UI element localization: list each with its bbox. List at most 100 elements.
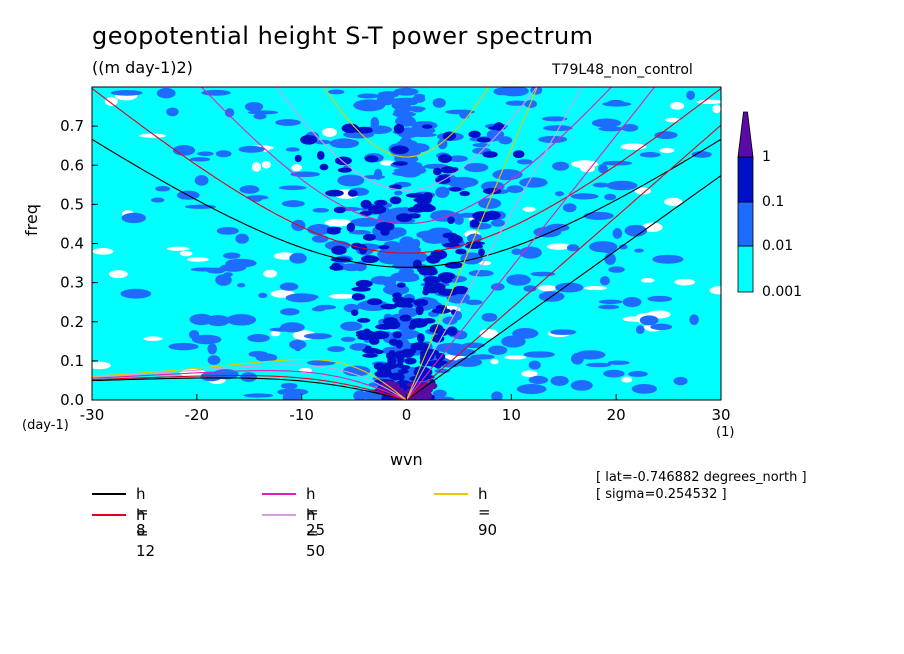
field-patch-0.01 <box>400 136 412 148</box>
field-patch-0.01 <box>453 215 464 225</box>
legend-label: h = 12 <box>136 506 156 560</box>
field-patch-0.1 <box>430 282 446 293</box>
field-patch-0.1 <box>415 305 424 316</box>
x-tick-label: 0 <box>402 406 412 424</box>
field-gap <box>665 117 681 123</box>
colorbar-segment-1 <box>737 201 754 247</box>
field-patch-0.1 <box>395 339 403 349</box>
kelvin-curve-h50 <box>406 87 583 400</box>
field-patch-0.01 <box>555 282 584 293</box>
x-axis-label: wvn <box>390 450 423 469</box>
field-patch-0.1 <box>362 233 377 241</box>
field-patch-0.01 <box>464 162 489 173</box>
field-gap <box>104 97 118 106</box>
field-patch-0.01 <box>121 212 147 224</box>
field-gap <box>712 104 721 114</box>
field-patch-0.01 <box>575 350 606 360</box>
field-patch-0.01 <box>602 160 633 166</box>
field-patch-0.1 <box>331 245 347 255</box>
legend-label: h = 25 <box>306 485 326 539</box>
field-patch-0.01 <box>437 138 448 150</box>
colorbar-label-0.001: 0.001 <box>762 284 803 300</box>
field-patch-0.1 <box>366 298 383 306</box>
legend-swatch <box>434 493 468 495</box>
field-patch-0.1 <box>388 374 404 380</box>
field-patch-0.1 <box>438 174 451 181</box>
colorbar-segment-2 <box>737 156 754 203</box>
field-patch-0.1 <box>430 249 448 260</box>
field-patch-0.01 <box>691 151 712 158</box>
field-patch-0.01 <box>628 371 648 377</box>
y-tick-label: 0.6 <box>60 156 84 174</box>
field-patch-0.1 <box>360 199 372 209</box>
field-gap <box>329 293 355 299</box>
y-tick-label: 0.3 <box>60 274 84 292</box>
field-patch-0.1 <box>351 293 366 301</box>
field-patch-0.01 <box>652 254 684 264</box>
field-patch-0.1 <box>449 187 462 192</box>
rossby-curve-h25 <box>92 370 407 400</box>
field-patch-0.01 <box>566 244 580 252</box>
field-patch-0.01 <box>277 388 309 396</box>
field-patch-0.01 <box>639 151 661 158</box>
field-patch-0.1 <box>390 145 409 155</box>
x-tick-label: 20 <box>607 406 626 424</box>
field-patch-0.1 <box>355 279 373 288</box>
field-gap <box>139 133 167 138</box>
field-patch-0.1 <box>468 130 481 138</box>
field-gap <box>179 250 193 257</box>
field-patch-0.1 <box>326 228 341 235</box>
field-patch-0.01 <box>200 371 223 382</box>
field-patch-0.01 <box>279 282 299 291</box>
field-patch-0.01 <box>151 197 165 203</box>
field-patch-0.01 <box>289 339 307 350</box>
field-patch-0.01 <box>303 333 332 340</box>
field-patch-0.1 <box>382 317 399 326</box>
field-patch-0.01 <box>189 157 211 162</box>
field-patch-0.1 <box>432 167 442 176</box>
rossby-curve-h12 <box>92 374 407 400</box>
field-patch-0.01 <box>606 180 638 191</box>
field-patch-0.01 <box>598 304 620 310</box>
field-patch-0.01 <box>285 293 317 303</box>
field-patch-0.1 <box>422 192 433 201</box>
field-patch-0.1 <box>333 206 346 214</box>
colorbar-label-0.1: 0.1 <box>762 194 785 210</box>
field-patch-0.01 <box>235 233 249 244</box>
field-patch-0.01 <box>215 274 232 286</box>
field-patch-0.01 <box>499 87 529 97</box>
y-tick-label: 0.4 <box>60 235 84 253</box>
field-patch-0.01 <box>686 90 695 100</box>
field-patch-0.1 <box>319 163 329 171</box>
field-patch-0.01 <box>511 248 522 255</box>
field-patch-0.01 <box>622 297 642 308</box>
gravity-curve-h25 <box>200 87 613 225</box>
field-patch-0.01 <box>207 355 221 365</box>
field-patch-0.01 <box>523 285 537 292</box>
field-patch-0.01 <box>365 125 392 134</box>
field-patch-0.1 <box>378 245 390 250</box>
field-patch-0.1 <box>375 221 395 232</box>
field-patch-0.01 <box>432 389 447 398</box>
field-patch-0.01 <box>370 234 400 240</box>
field-patch-0.01 <box>689 314 699 326</box>
field-patch-0.1 <box>440 166 456 174</box>
field-patch-0.01 <box>460 252 483 265</box>
field-patch-0.01 <box>413 93 426 100</box>
field-patch-0.01 <box>395 115 416 127</box>
field-patch-0.01 <box>269 327 300 332</box>
colorbar-label-0.01: 0.01 <box>762 238 794 254</box>
field-patch-0.1 <box>437 272 456 281</box>
field-patch-0.01 <box>599 276 610 286</box>
field-patch-0.1 <box>425 268 438 276</box>
kelvin-curve-h25 <box>406 87 656 400</box>
field-patch-0.1 <box>392 161 408 166</box>
gravity-curve-h50 <box>275 87 538 191</box>
field-patch-0.01 <box>624 224 648 237</box>
field-patch-0.01 <box>168 342 199 351</box>
field-patch-0.01 <box>194 175 209 186</box>
field-patch-0.1 <box>417 374 435 380</box>
field-patch-0.1 <box>389 196 402 205</box>
field-patch-0.01 <box>311 306 326 312</box>
y-tick-label: 0.2 <box>60 313 84 331</box>
